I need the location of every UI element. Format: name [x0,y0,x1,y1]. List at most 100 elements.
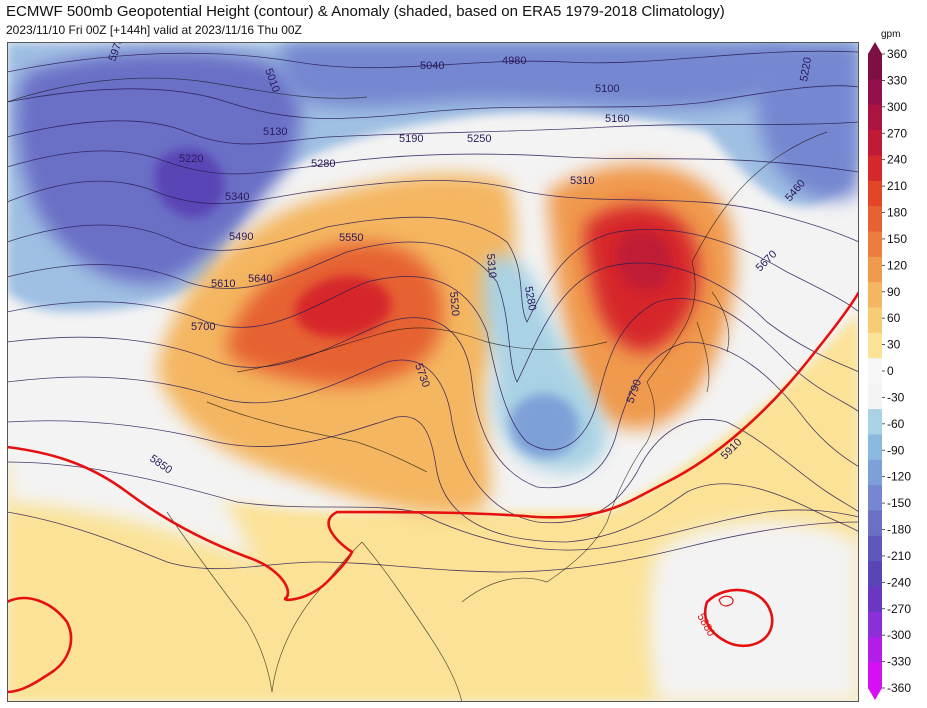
chart-title: ECMWF 500mb Geopotential Height (contour… [6,3,725,20]
contour-line [7,511,859,573]
colorbar-tick-label: -120 [887,470,911,484]
colorbar-swatch [868,180,882,207]
coastline-china-east [606,381,655,523]
colorbar-swatch [868,256,882,283]
border-china-mongolia [236,327,608,373]
contour-label-5520: 5520 [447,291,461,316]
anomaly-negative-core-center [154,148,225,218]
contour-label-5700: 5700 [191,321,215,333]
colorbar-swatch [868,459,882,486]
contour-line [7,461,859,551]
contour-label-5280-north: 5280 [311,158,335,170]
colorbar-swatch [868,510,882,537]
colorbar-swatches [868,42,882,700]
anomaly-map: 5040 4980 5010 5100 5160 5130 5190 5220 … [7,42,859,702]
colorbar-tick-label: 270 [887,126,907,140]
line-5880-west-loop [7,596,73,694]
contour-line [7,317,859,489]
contour-label-5640: 5640 [248,273,272,285]
colorbar-swatch [868,383,882,410]
colorbar-tick-label: 120 [887,258,907,272]
contour-label-5550: 5550 [339,232,363,244]
colorbar-swatch [868,282,882,309]
line-5880-pacific-loop [703,588,774,648]
colorbar-swatch [868,434,882,461]
line-5880-marker [718,595,734,607]
line-5880-main [7,291,859,602]
anomaly-positive-east-peak [616,231,672,291]
colorbar-tick-label: 240 [887,153,907,167]
colorbar-tick-label: -180 [887,523,911,537]
contour-label-5340: 5340 [225,191,249,203]
colorbar-tick-label: 0 [887,364,894,378]
colorbar: gpm 3603303002702402101801501209060300-3… [868,29,911,700]
colorbar-tick-label: -60 [887,417,905,431]
contour-line [7,150,859,175]
colorbar-swatch [868,611,882,638]
colorbar-swatch [868,54,882,80]
contour-line [7,180,859,243]
anomaly-positive-south [7,312,859,702]
contour-line [7,85,859,119]
colorbar-tick-label: 60 [887,311,901,325]
colorbar-swatch [868,104,882,131]
colorbar-tick-label: -240 [887,575,911,589]
colorbar-tick-label: 360 [887,47,907,61]
colorbar-tick-label: 150 [887,232,907,246]
contour-label-5490: 5490 [229,231,253,243]
border-himalaya [206,401,428,473]
anomaly-negative-east [755,42,859,200]
colorbar-upper-arrow [868,42,882,54]
colorbar-swatch [868,231,882,258]
anomaly-positive-west-peak [295,275,392,338]
colorbar-tick-label: -90 [887,443,905,457]
colorbar-tick-label: 30 [887,338,901,352]
contour-label-5310-trough: 5310 [484,253,498,278]
colorbar-lower-arrow [868,688,882,700]
chart-subtitle: 2023/11/10 Fri 00Z [+144h] valid at 2023… [6,23,302,37]
contour-label-5100: 5100 [595,83,619,95]
colorbar-swatch [868,206,882,233]
colorbar-swatch [868,332,882,359]
contour-label-5160: 5160 [605,113,629,125]
colorbar-tick-label: -300 [887,628,911,642]
colorbar-swatch [868,358,882,385]
colorbar-tick-label: -270 [887,602,911,616]
colorbar-swatch [868,409,882,435]
contour-label-5220-east: 5220 [798,56,814,82]
colorbar-swatch [868,307,882,334]
anomaly-neutral-india [7,340,257,562]
colorbar-swatch [868,637,882,664]
colorbar-tick-label: 330 [887,73,907,87]
colorbar-tick-label: -330 [887,655,911,669]
contour-line [7,359,859,524]
anomaly-negative-cutoff-core [509,393,579,458]
contour-line [7,120,859,145]
map-frame [7,42,859,702]
colorbar-swatch [868,535,882,562]
colorbar-tick-label: 210 [887,179,907,193]
colorbar-swatch [868,586,882,613]
coastline-southeast-asia [461,521,608,603]
coastline-korea [646,261,696,383]
contour-label-5190: 5190 [399,133,423,145]
contour-line [7,416,859,543]
coastline-india [166,511,273,693]
contour-label-4980: 4980 [502,55,526,67]
contour-label-5280-trough: 5280 [522,285,538,311]
colorbar-swatch [868,485,882,512]
anomaly-negative-arctic [280,42,787,109]
contour-line [7,50,859,73]
contour-line [7,216,859,323]
contour-label-5220-west: 5220 [179,153,203,165]
colorbar-swatch [868,130,882,157]
contour-label-5040: 5040 [420,60,444,72]
colorbar-swatch [868,662,882,689]
colorbar-tick-label: 90 [887,285,901,299]
coastline-japan [696,291,730,393]
colorbar-swatch [868,79,882,106]
height-contours [7,50,859,573]
contour-label-5250: 5250 [467,133,491,145]
colorbar-tick-label: -360 [887,681,911,695]
ridge-5880-line [7,291,859,694]
